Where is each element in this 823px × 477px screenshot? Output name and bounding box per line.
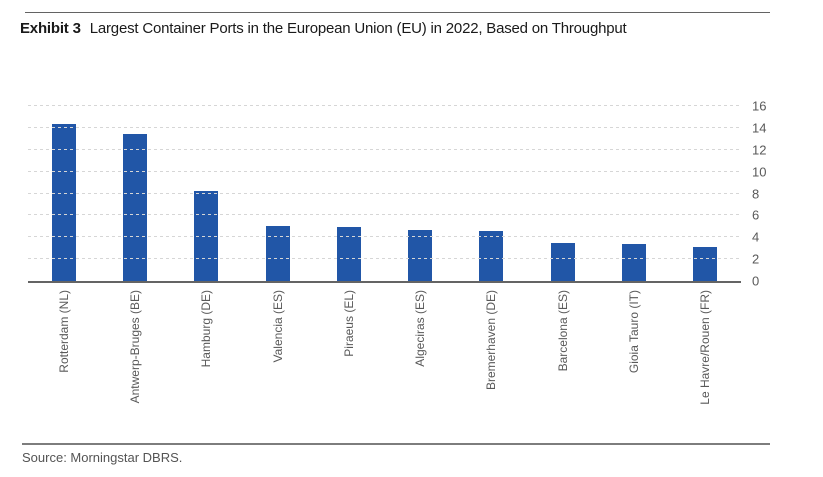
bar-slot	[456, 106, 527, 281]
y-tick-label-8: 8	[752, 186, 760, 201]
bar-slot	[242, 106, 313, 281]
x-tick-label: Bremerhaven (DE)	[484, 290, 499, 391]
bar-slot	[313, 106, 384, 281]
x-label-slot: Hamburg (DE)	[171, 290, 242, 430]
gridline-14	[28, 126, 741, 128]
y-tick-label-16: 16	[752, 98, 767, 114]
y-tick-label-10: 10	[752, 164, 767, 180]
y-tick-label-4: 4	[752, 229, 760, 245]
x-label-slot: Bremerhaven (DE)	[456, 290, 527, 430]
gridline-6	[28, 214, 741, 216]
y-tick-label-6: 6	[752, 207, 760, 223]
y-tick-label-2: 2	[752, 251, 760, 267]
bar-slot	[171, 106, 242, 281]
bar-le-havre-rouen-fr	[693, 247, 718, 281]
bar-slot	[527, 106, 598, 281]
x-label-slot: Rotterdam (NL)	[28, 290, 99, 430]
x-tick-label: Valencia (ES)	[270, 290, 285, 363]
gridline-8	[28, 192, 741, 194]
x-tick-label: Le Havre/Rouen (FR)	[698, 290, 713, 405]
x-tick-label: Algeciras (ES)	[413, 290, 428, 367]
bar-slot	[670, 106, 741, 281]
x-label-slot: Gioia Tauro (IT)	[598, 290, 669, 430]
gridline-10	[28, 170, 741, 172]
x-axis-labels: Rotterdam (NL) Antwerp-Bruges (BE) Hamburg…	[28, 290, 741, 430]
bar-slot	[99, 106, 170, 281]
y-axis-labels: 0 2 4 6 8 10 12 14 16	[741, 100, 801, 288]
x-tick-label: Antwerp-Bruges (BE)	[127, 290, 142, 404]
bar-bremerhaven-de	[479, 230, 504, 281]
bottom-divider	[22, 443, 770, 445]
bar-rotterdam-nl	[51, 123, 76, 281]
x-tick-label: Hamburg (DE)	[199, 290, 214, 368]
x-label-slot: Piraeus (EL)	[313, 290, 384, 430]
x-label-slot: Le Havre/Rouen (FR)	[670, 290, 741, 430]
source-note: Source: Morningstar DBRS.	[22, 450, 183, 465]
top-divider	[25, 12, 770, 13]
bar-antwerp-bruges-be	[122, 134, 147, 281]
exhibit-title-text: Largest Container Ports in the European …	[89, 20, 627, 37]
y-tick-label-0: 0	[752, 273, 760, 289]
gridline-2	[28, 258, 741, 260]
bar-slot	[28, 106, 99, 281]
exhibit-label: Exhibit 3	[20, 20, 81, 37]
x-label-slot: Barcelona (ES)	[527, 290, 598, 430]
plot-area	[28, 105, 741, 283]
bar-chart: 0 2 4 6 8 10 12 14 16 Rotterdam (NL) Antwerp-Brug…	[28, 100, 801, 430]
x-tick-label: Rotterdam (NL)	[56, 290, 71, 373]
y-tick-label-14: 14	[752, 120, 767, 136]
gridline-16	[28, 105, 741, 106]
exhibit-title: Exhibit 3 Largest Container Ports in the …	[20, 20, 780, 37]
bar-series	[28, 106, 741, 281]
y-tick-label-12: 12	[752, 142, 767, 158]
x-label-slot: Algeciras (ES)	[384, 290, 455, 430]
x-label-slot: Antwerp-Bruges (BE)	[99, 290, 170, 430]
x-label-slot: Valencia (ES)	[242, 290, 313, 430]
x-tick-label: Barcelona (ES)	[555, 290, 570, 372]
x-tick-label: Gioia Tauro (IT)	[627, 290, 642, 374]
bar-barcelona-es	[550, 242, 575, 281]
bar-gioia-tauro-it	[622, 243, 647, 281]
bar-hamburg-de	[194, 191, 219, 281]
bar-slot	[598, 106, 669, 281]
bar-valencia-es	[265, 226, 290, 281]
bar-algeciras-es	[408, 229, 433, 281]
bar-slot	[384, 106, 455, 281]
gridline-4	[28, 236, 741, 238]
gridline-12	[28, 148, 741, 150]
x-tick-label: Piraeus (EL)	[341, 290, 356, 357]
